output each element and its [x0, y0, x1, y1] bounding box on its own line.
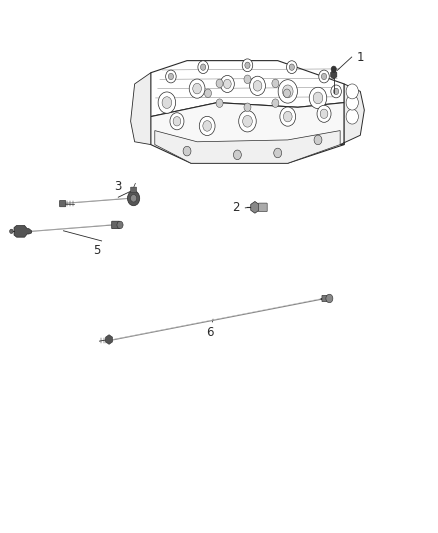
- Circle shape: [233, 150, 241, 160]
- Circle shape: [283, 89, 290, 98]
- Circle shape: [166, 70, 176, 83]
- Circle shape: [331, 85, 341, 98]
- Circle shape: [309, 87, 327, 109]
- Polygon shape: [331, 70, 337, 79]
- Circle shape: [193, 83, 201, 94]
- Polygon shape: [106, 335, 113, 344]
- Circle shape: [127, 191, 140, 206]
- Circle shape: [314, 135, 322, 144]
- Circle shape: [216, 99, 223, 108]
- Polygon shape: [251, 201, 259, 213]
- Text: 2: 2: [233, 201, 240, 214]
- Circle shape: [183, 146, 191, 156]
- Circle shape: [131, 195, 137, 202]
- Circle shape: [162, 97, 172, 109]
- Circle shape: [10, 229, 13, 233]
- Text: 6: 6: [206, 326, 214, 339]
- Circle shape: [278, 79, 297, 103]
- Circle shape: [272, 79, 279, 87]
- Circle shape: [243, 115, 252, 127]
- Circle shape: [313, 92, 323, 104]
- Polygon shape: [14, 225, 32, 237]
- Polygon shape: [151, 61, 344, 117]
- Circle shape: [320, 109, 328, 118]
- FancyBboxPatch shape: [112, 221, 120, 229]
- Circle shape: [274, 148, 282, 158]
- Circle shape: [319, 70, 329, 83]
- FancyBboxPatch shape: [258, 203, 267, 212]
- Circle shape: [244, 103, 251, 111]
- Circle shape: [198, 61, 208, 74]
- Polygon shape: [340, 84, 364, 144]
- Circle shape: [173, 117, 181, 126]
- Circle shape: [205, 89, 212, 98]
- Circle shape: [244, 75, 251, 84]
- Polygon shape: [131, 72, 151, 144]
- Circle shape: [283, 111, 292, 122]
- Polygon shape: [155, 131, 340, 163]
- Circle shape: [250, 76, 265, 95]
- Circle shape: [216, 79, 223, 87]
- Circle shape: [201, 64, 206, 70]
- Circle shape: [168, 73, 173, 79]
- Circle shape: [331, 66, 336, 72]
- Circle shape: [346, 95, 358, 110]
- FancyBboxPatch shape: [131, 187, 137, 192]
- Text: 5: 5: [93, 244, 100, 256]
- Circle shape: [286, 61, 297, 74]
- Circle shape: [199, 116, 215, 135]
- FancyBboxPatch shape: [322, 295, 329, 302]
- Circle shape: [346, 84, 358, 99]
- Circle shape: [346, 109, 358, 124]
- Circle shape: [242, 59, 253, 71]
- Circle shape: [220, 75, 234, 93]
- FancyBboxPatch shape: [60, 200, 66, 207]
- Circle shape: [280, 107, 296, 126]
- Circle shape: [170, 112, 184, 130]
- Circle shape: [283, 85, 293, 98]
- Circle shape: [239, 110, 256, 132]
- Circle shape: [203, 120, 212, 131]
- Circle shape: [189, 79, 205, 98]
- Circle shape: [158, 92, 176, 114]
- Text: 1: 1: [357, 51, 364, 63]
- Text: 3: 3: [115, 180, 122, 193]
- Circle shape: [272, 99, 279, 108]
- Circle shape: [317, 105, 331, 122]
- Circle shape: [321, 73, 327, 79]
- Circle shape: [117, 221, 123, 229]
- Circle shape: [245, 62, 250, 68]
- Circle shape: [326, 294, 333, 303]
- Polygon shape: [151, 102, 344, 163]
- Circle shape: [223, 79, 231, 88]
- Circle shape: [333, 88, 339, 94]
- Circle shape: [253, 80, 262, 91]
- Circle shape: [289, 64, 294, 70]
